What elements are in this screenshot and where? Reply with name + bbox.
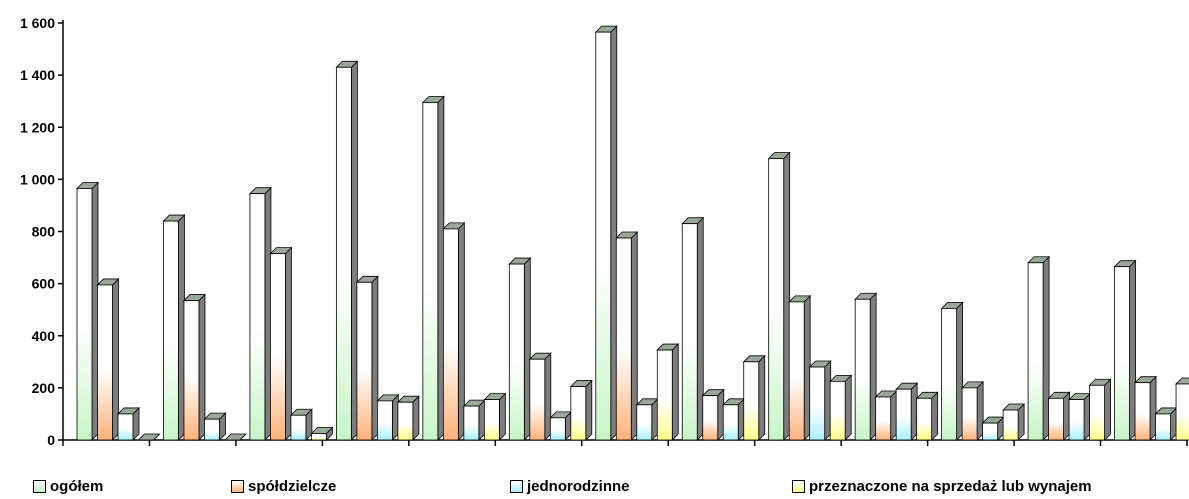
legend-swatch-1	[231, 480, 244, 493]
bar-1-6	[615, 231, 639, 441]
bar-0-4	[421, 95, 445, 441]
bar-3-9	[915, 391, 939, 441]
y-tick-label: 400	[32, 328, 56, 344]
bar-0-2	[248, 186, 272, 441]
bar-3-11	[1088, 378, 1112, 441]
bar-2-12	[1154, 406, 1178, 441]
bar-0-3	[335, 60, 359, 441]
bar-0-10	[940, 301, 964, 441]
bar-0-8	[767, 151, 791, 441]
bar-1-10	[961, 380, 985, 441]
bar-2-11	[1068, 392, 1092, 441]
bar-1-11	[1047, 391, 1071, 441]
legend-label-2: jednorodzinne	[527, 478, 630, 495]
bar-3-10	[1002, 403, 1026, 441]
bar-1-3	[355, 275, 379, 441]
bar-3-4	[483, 392, 507, 441]
bar-0-1	[162, 214, 186, 441]
y-tick-label: 600	[32, 276, 56, 292]
bar-2-0	[117, 406, 140, 441]
bar-2-9	[895, 382, 919, 441]
bar-0-12	[1113, 259, 1137, 441]
bar-1-9	[874, 390, 898, 441]
y-tick-label: 1 600	[20, 15, 55, 31]
y-tick-label: 200	[32, 380, 56, 396]
bar-3-12	[1175, 377, 1189, 441]
bar-1-4	[442, 221, 466, 441]
legend-item-0: ogółem	[33, 478, 103, 495]
bar-2-7	[722, 397, 746, 441]
bar-2-3	[376, 393, 400, 441]
bar-1-1	[182, 293, 206, 441]
legend-swatch-2	[510, 480, 523, 493]
bar-3-3	[396, 395, 420, 441]
y-tick-label: 1 000	[20, 171, 55, 187]
legend-label-1: spółdzielcze	[248, 478, 337, 495]
legend-swatch-0	[33, 480, 46, 493]
y-tick-label: 1 200	[20, 119, 55, 135]
bar-0-11	[1027, 255, 1051, 441]
bar-3-1	[223, 433, 247, 441]
bar-1-7	[701, 388, 725, 441]
bar-2-4	[462, 399, 486, 441]
bar-chart: 0 200 400 600 800 1 000 1 200 1 400 1 600	[20, 15, 1189, 448]
y-tick-label: 800	[32, 224, 56, 240]
bar-0-9	[854, 292, 878, 441]
bar-0-7	[681, 216, 705, 441]
bar-2-1	[203, 412, 227, 441]
legend-label-3: przeznaczone na sprzedaż lub wynajem	[809, 478, 1092, 495]
bar-3-5	[569, 379, 593, 441]
bar-2-5	[549, 410, 573, 441]
bar-2-6	[635, 397, 659, 441]
bar-2-8	[808, 360, 832, 441]
bar-1-0	[96, 277, 120, 441]
y-tick-label: 0	[47, 432, 55, 448]
bar-1-5	[528, 352, 552, 441]
bar-0-6	[594, 25, 618, 441]
legend-item-1: spółdzielcze	[231, 478, 336, 495]
bar-0-0	[76, 181, 99, 441]
legend-label-0: ogółem	[50, 478, 104, 495]
bar-1-2	[269, 246, 293, 441]
bar-2-10	[981, 416, 1005, 441]
bar-2-2	[289, 408, 313, 441]
bar-3-6	[656, 343, 680, 441]
bar-1-12	[1134, 375, 1158, 441]
legend-item-3: przeznaczone na sprzedaż lub wynajem	[792, 478, 1092, 495]
bar-3-7	[742, 354, 766, 441]
legend-swatch-3	[792, 480, 805, 493]
legend: ogółem spółdzielcze jednorodzinne przezn…	[0, 478, 1189, 499]
bar-0-5	[508, 257, 532, 441]
legend-item-2: jednorodzinne	[510, 478, 630, 495]
bar-3-2	[310, 426, 334, 441]
bar-3-8	[829, 374, 853, 441]
y-tick-label: 1 400	[20, 67, 55, 83]
bar-3-0	[137, 433, 161, 441]
bar-1-8	[788, 294, 812, 441]
